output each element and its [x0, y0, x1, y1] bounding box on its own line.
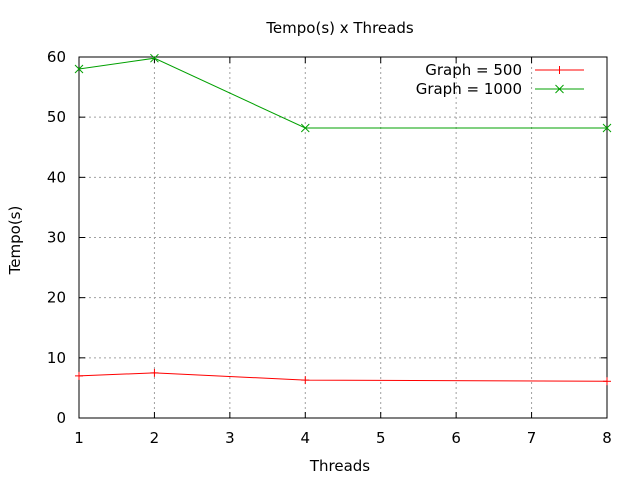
- series-layer: [74, 53, 612, 386]
- plot-frame: [78, 56, 608, 419]
- chart-title: Tempo(s) x Threads: [265, 19, 414, 37]
- legend-label: Graph = 500: [425, 61, 522, 79]
- x-axis-label: Threads: [309, 457, 370, 475]
- x-tick-label: 4: [301, 429, 311, 447]
- x-tick-label: 8: [602, 429, 612, 447]
- y-axis-tick-labels: 0 10 20 30 40 50 60: [47, 48, 66, 427]
- y-tick-label: 0: [56, 409, 66, 427]
- y-tick-label: 20: [47, 289, 66, 307]
- y-tick-label: 30: [47, 229, 66, 247]
- x-tick-label: 5: [376, 429, 386, 447]
- series-2: [74, 53, 612, 133]
- x-tick-label: 6: [451, 429, 461, 447]
- x-tick-label: 7: [527, 429, 537, 447]
- series-line: [78, 372, 608, 382]
- x-tick-label: 2: [150, 429, 160, 447]
- x-axis-tick-labels: 1 2 3 4 5 6 7 8: [74, 429, 612, 447]
- x-tick-label: 3: [225, 429, 235, 447]
- axis-ticks: [78, 56, 608, 419]
- y-tick-label: 40: [47, 168, 66, 186]
- y-tick-label: 60: [47, 48, 66, 66]
- legend-label: Graph = 1000: [416, 80, 522, 98]
- data-point: [300, 123, 310, 133]
- data-point: [150, 53, 159, 63]
- legend-marker: [555, 84, 564, 94]
- grid-lines: [79, 57, 607, 418]
- y-tick-label: 50: [47, 108, 66, 126]
- data-point: [74, 64, 84, 74]
- x-tick-label: 1: [74, 429, 84, 447]
- series-line: [78, 57, 607, 129]
- series-1: [75, 368, 611, 386]
- data-point: [602, 123, 612, 133]
- y-tick-label: 10: [47, 349, 66, 367]
- y-axis-label: Tempo(s): [6, 206, 24, 276]
